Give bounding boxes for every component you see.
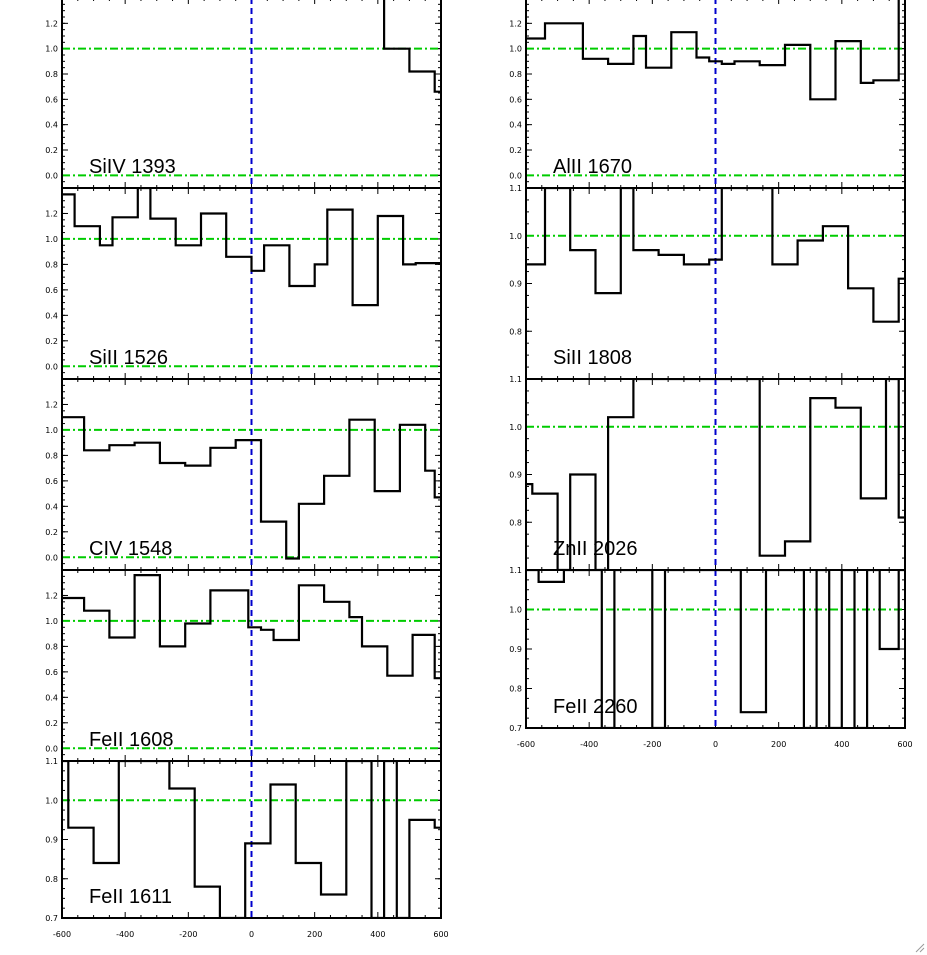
y-tick-label: 0.7 [45,914,58,923]
x-tick-label: -600 [517,740,535,749]
y-tick-label: 0.8 [509,70,522,79]
y-tick-label: 1.2 [45,400,58,409]
y-tick-label: 1.0 [45,45,58,54]
y-tick-label: 0.8 [45,642,58,651]
x-tick-label: -200 [179,930,197,939]
line-label: SiIV 1393 [89,156,176,178]
y-tick-label: 0.2 [509,146,522,155]
panel-feii-2260: 0.7 0.8 0.9 1.0 1.1 -600 -400 -200 0 200 400 600 FeI… [509,566,912,749]
y-tick-label: 0.6 [509,95,522,104]
y-tick-label: 1.0 [45,617,58,626]
spectrum-line [526,0,900,101]
line-label: SiII 1808 [553,347,632,369]
y-tick-label: 1.2 [45,209,58,218]
y-tick-label: 0.4 [45,121,58,130]
y-tick-label: 1.2 [45,19,58,28]
y-tick-label: 0.2 [45,337,58,346]
y-tick-label: 0.8 [509,518,522,527]
x-tick-label: 0 [713,740,718,749]
y-tick-label: 0.0 [45,744,58,753]
line-label: SiII 1526 [89,347,168,369]
y-tick-label: 0.7 [509,724,522,733]
y-tick-label: 1.0 [509,232,522,241]
x-tick-label: 200 [771,740,786,749]
panel-civ-1548: 0.0 0.2 0.4 0.6 0.8 1.0 1.2 CIV 1548 [45,378,442,571]
line-label: FeII 2260 [553,696,638,718]
y-tick-label: 1.2 [45,591,58,600]
x-tick-label: -600 [53,930,71,939]
y-tick-label: 0.8 [509,327,522,336]
line-label: FeII 1611 [89,886,172,908]
line-label: AlII 1670 [553,156,632,178]
y-tick-label: 0.8 [45,875,58,884]
y-tick-label: 0.0 [45,362,58,371]
panel-frame [61,760,442,919]
x-tick-label: 600 [897,740,912,749]
y-tick-label: 0.2 [45,719,58,728]
x-tick-label: -400 [580,740,598,749]
y-tick-label: 0.2 [45,146,58,155]
y-tick-label: 0.6 [45,95,58,104]
line-label: ZnII 2026 [553,538,638,560]
panel-feii-1611: 0.7 0.8 0.9 1.0 1.1 -600 -400 -200 0 200 400 600 FeI… [45,757,448,939]
y-tick-label: 1.0 [509,45,522,54]
spectrum-line [526,188,905,323]
y-tick-label: 1.1 [509,184,522,193]
y-tick-label: 1.1 [509,566,522,575]
x-tick-label: 400 [370,930,385,939]
y-tick-label: 0.4 [45,693,58,702]
y-tick-label: 1.0 [509,423,522,432]
x-tick-label: 600 [433,930,448,939]
spectrum-line [383,0,441,93]
y-tick-label: 0.9 [45,836,58,845]
panel-siiv-1393: 0.0 0.2 0.4 0.6 0.8 1.0 1.2 SiIV 1393 [45,0,442,189]
resize-grip-icon[interactable] [913,941,925,953]
x-tick-label: 200 [307,930,322,939]
y-tick-label: 0.6 [45,668,58,677]
y-tick-label: 0.4 [509,121,522,130]
y-tick-label: 0.8 [45,260,58,269]
y-tick-label: 0.6 [45,286,58,295]
spectrum-line [62,416,441,560]
y-tick-label: 1.1 [45,757,58,766]
panel-siii-1808: 0.8 0.9 1.0 1.1 SiII 1808 [509,184,906,380]
y-tick-label: 1.0 [45,426,58,435]
y-tick-label: 0.0 [45,553,58,562]
x-tick-label: -400 [116,930,134,939]
panel-frame [525,569,906,729]
y-tick-label: 0.2 [45,528,58,537]
y-tick-label: 1.2 [509,19,522,28]
panel-alii-1670: 0.0 0.2 0.4 0.6 0.8 1.0 1.2 AlII 1670 [509,0,906,189]
y-tick-label: 0.9 [509,645,522,654]
y-tick-label: 0.4 [45,311,58,320]
y-tick-label: 1.0 [509,606,522,615]
y-tick-label: 0.4 [45,502,58,511]
panel-siii-1526: 0.0 0.2 0.4 0.6 0.8 1.0 1.2 SiII 1526 [45,187,442,380]
panel-znii-2026: 0.8 0.9 1.0 1.1 ZnII 2026 [509,375,906,571]
spectrum-line [526,379,905,570]
panel-feii-1608: 0.0 0.2 0.4 0.6 0.8 1.0 1.2 FeII 1608 [45,569,442,762]
y-tick-label: 0.0 [45,171,58,180]
y-tick-label: 0.9 [509,471,522,480]
y-tick-label: 0.9 [509,280,522,289]
x-tick-label: -200 [643,740,661,749]
y-tick-label: 0.6 [45,477,58,486]
x-tick-label: 400 [834,740,849,749]
y-tick-label: 0.0 [509,171,522,180]
line-label: FeII 1608 [89,729,174,751]
y-tick-label: 0.8 [45,70,58,79]
line-label: CIV 1548 [89,538,172,560]
y-tick-label: 1.0 [45,235,58,244]
y-tick-label: 0.8 [45,451,58,460]
spectrum-line [62,188,441,307]
y-tick-label: 0.8 [509,685,522,694]
y-tick-label: 1.1 [509,375,522,384]
spectrum-line [62,574,441,680]
spectrum-line [62,761,441,918]
y-tick-label: 1.0 [45,796,58,805]
spectrum-line [526,570,905,728]
x-tick-label: 0 [249,930,254,939]
